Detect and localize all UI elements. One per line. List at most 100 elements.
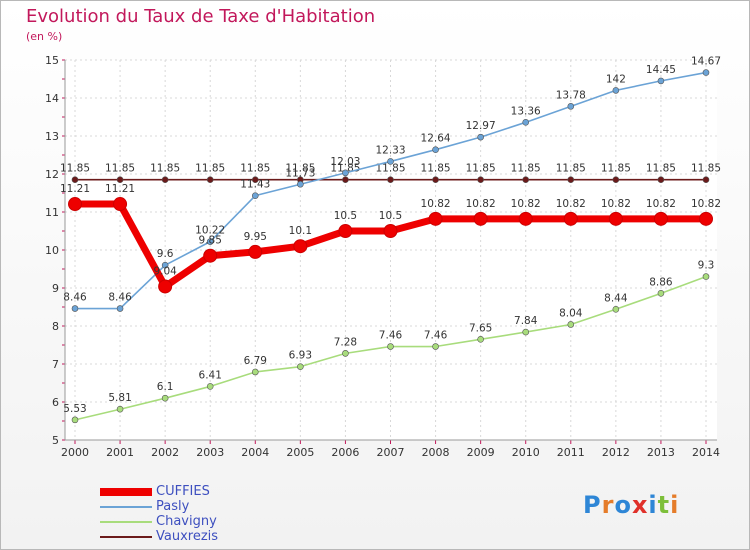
data-label-pasly: 12.97 [466, 120, 496, 132]
logo-letter: r [601, 491, 615, 519]
data-label-pasly: 14.67 [691, 56, 721, 68]
data-label-cuffies: 10.82 [466, 198, 496, 210]
data-point-pasly [206, 238, 214, 245]
y-tick-label: 15 [45, 54, 59, 67]
legend-item-cuffies: CUFFIES [100, 484, 300, 499]
data-label-chavigny: 7.65 [469, 322, 492, 334]
data-point-pasly [522, 119, 530, 126]
data-label-chavigny: 5.53 [63, 403, 86, 415]
data-label-cuffies: 10.1 [289, 225, 312, 237]
data-point-pasly [71, 305, 79, 312]
data-label-vauxrezis: 11.85 [285, 163, 315, 175]
logo-letter: P [583, 491, 602, 519]
legend-swatch-cuffies [100, 488, 152, 496]
x-tick-label: 2001 [106, 446, 134, 459]
data-point-vauxrezis [71, 176, 79, 183]
data-label-pasly: 14.45 [646, 64, 676, 76]
data-point-pasly [702, 69, 710, 76]
data-label-pasly: 8.46 [63, 292, 87, 304]
y-tick-label: 13 [45, 130, 59, 143]
data-label-pasly: 12.64 [421, 133, 451, 145]
data-point-pasly [297, 180, 304, 188]
y-tick-label: 14 [45, 92, 59, 105]
data-label-chavigny: 7.46 [379, 330, 403, 342]
data-point-chavigny [432, 343, 439, 350]
data-point-chavigny [522, 328, 530, 336]
data-label-pasly: 11.73 [285, 167, 315, 179]
x-tick-label: 2006 [331, 446, 359, 459]
data-point-vauxrezis [567, 176, 575, 183]
y-tick-label: 8 [52, 320, 59, 333]
data-label-vauxrezis: 11.85 [691, 163, 721, 175]
x-tick-label: 2010 [512, 446, 540, 459]
y-tick-label: 7 [52, 358, 59, 371]
data-point-chavigny [71, 416, 79, 424]
data-label-cuffies: 10.82 [646, 198, 676, 210]
legend-item-vauxrezis: Vauxrezis [100, 529, 300, 544]
data-label-vauxrezis: 11.85 [511, 163, 541, 175]
data-point-cuffies [68, 197, 82, 212]
data-point-chavigny [702, 273, 710, 280]
data-point-vauxrezis [702, 176, 710, 183]
data-point-chavigny [567, 321, 575, 328]
data-label-cuffies: 10.82 [556, 198, 586, 210]
data-label-cuffies: 10.82 [601, 198, 631, 210]
data-point-pasly [387, 158, 394, 165]
data-point-cuffies [699, 211, 713, 226]
x-tick-label: 2002 [151, 446, 179, 459]
legend-label-vauxrezis: Vauxrezis [156, 529, 219, 544]
data-label-vauxrezis: 11.85 [466, 163, 496, 175]
data-label-pasly: 10.22 [195, 225, 225, 237]
data-label-vauxrezis: 11.85 [150, 163, 180, 175]
data-label-cuffies: 10.5 [334, 210, 357, 222]
data-label-vauxrezis: 11.85 [601, 163, 631, 175]
data-point-pasly [657, 77, 665, 85]
legend-swatch-chavigny [100, 521, 152, 523]
data-point-pasly [612, 87, 620, 94]
data-label-chavigny: 7.84 [514, 315, 538, 327]
data-point-pasly [477, 133, 484, 141]
data-point-pasly [251, 192, 259, 199]
x-tick-label: 2013 [647, 446, 675, 459]
data-point-vauxrezis [657, 176, 665, 183]
data-point-chavigny [206, 383, 214, 390]
x-tick-label: 2011 [557, 446, 585, 459]
data-label-chavigny: 8.86 [649, 276, 673, 288]
data-label-pasly: 11.43 [240, 179, 270, 191]
legend-label-chavigny: Chavigny [156, 514, 217, 529]
y-tick-label: 6 [52, 396, 59, 409]
x-tick-label: 2012 [602, 446, 630, 459]
data-point-cuffies [158, 279, 173, 294]
data-point-vauxrezis [251, 176, 259, 183]
x-tick-label: 2007 [377, 446, 405, 459]
data-label-pasly: 142 [606, 73, 626, 85]
x-tick-label: 2000 [61, 446, 89, 459]
data-point-vauxrezis [387, 176, 394, 183]
data-label-chavigny: 8.04 [559, 307, 583, 319]
data-label-cuffies: 9.85 [199, 235, 222, 247]
data-label-pasly: 9.6 [157, 248, 174, 260]
y-tick-label: 10 [45, 244, 59, 257]
data-label-cuffies: 10.5 [379, 210, 402, 222]
data-point-chavigny [657, 290, 665, 297]
data-label-chavigny: 6.79 [244, 355, 267, 367]
data-label-pasly: 12.33 [375, 144, 405, 156]
data-point-chavigny [297, 363, 304, 370]
data-label-pasly: 13.36 [511, 105, 541, 117]
legend-label-pasly: Pasly [156, 499, 190, 514]
x-tick-label: 2004 [241, 446, 269, 459]
data-label-vauxrezis: 11.85 [240, 163, 270, 175]
data-point-vauxrezis [161, 176, 169, 183]
data-label-pasly: 8.46 [108, 292, 132, 304]
legend-item-pasly: Pasly [100, 499, 300, 514]
data-point-chavigny [387, 343, 394, 350]
data-label-cuffies: 9.95 [244, 231, 267, 243]
data-label-pasly: 12.03 [330, 156, 360, 168]
data-label-chavigny: 6.41 [199, 369, 222, 381]
data-point-chavigny [342, 350, 349, 357]
data-point-vauxrezis [116, 176, 124, 183]
data-label-chavigny: 9.3 [698, 260, 715, 272]
data-point-cuffies [338, 224, 353, 238]
data-point-vauxrezis [432, 176, 439, 183]
